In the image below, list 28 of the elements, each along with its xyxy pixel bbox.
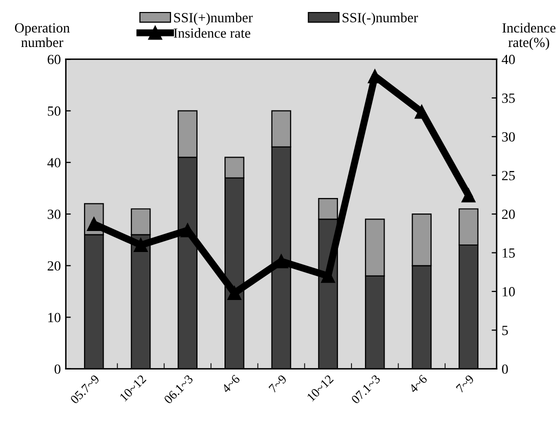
y-tick-label: 40 bbox=[47, 158, 60, 168]
y2-tick-label: 25 bbox=[502, 170, 515, 180]
y2-tick-label: 10 bbox=[502, 287, 515, 296]
y-tick-label: 0 bbox=[54, 364, 60, 374]
y-tick-label: 50 bbox=[48, 106, 60, 116]
point bbox=[227, 286, 242, 300]
x-tick-label: 7~9 bbox=[268, 374, 288, 393]
y2-tick-label: 5 bbox=[502, 326, 508, 336]
y-tick-label: 30 bbox=[48, 210, 60, 219]
y2-tick-label: 40 bbox=[502, 54, 515, 64]
y-tick-label: 10 bbox=[48, 312, 60, 322]
y-axis-title: Operation number bbox=[14, 23, 70, 48]
x-tick-label: 4~6 bbox=[408, 374, 428, 394]
y2-tick-label: 15 bbox=[502, 248, 515, 258]
y-tick-label: 60 bbox=[48, 54, 60, 64]
y2-axis-title: Incidence rate(%) bbox=[502, 22, 556, 50]
y2-tick-label: 30 bbox=[502, 132, 515, 142]
y-tick-label: 20 bbox=[48, 261, 60, 271]
y2-tick-label: 20 bbox=[502, 210, 515, 219]
x-tick-label: 7~9 bbox=[456, 374, 474, 393]
x-tick-label: 4~6 bbox=[221, 374, 240, 394]
point bbox=[414, 104, 429, 119]
point bbox=[134, 238, 148, 252]
legend-label: SSI(+)number bbox=[174, 12, 253, 26]
point bbox=[462, 188, 476, 202]
legend-label: SSI(-)number bbox=[342, 12, 418, 26]
y2-tick-label: 35 bbox=[502, 94, 515, 103]
y2-tick-label: 0 bbox=[502, 364, 508, 374]
